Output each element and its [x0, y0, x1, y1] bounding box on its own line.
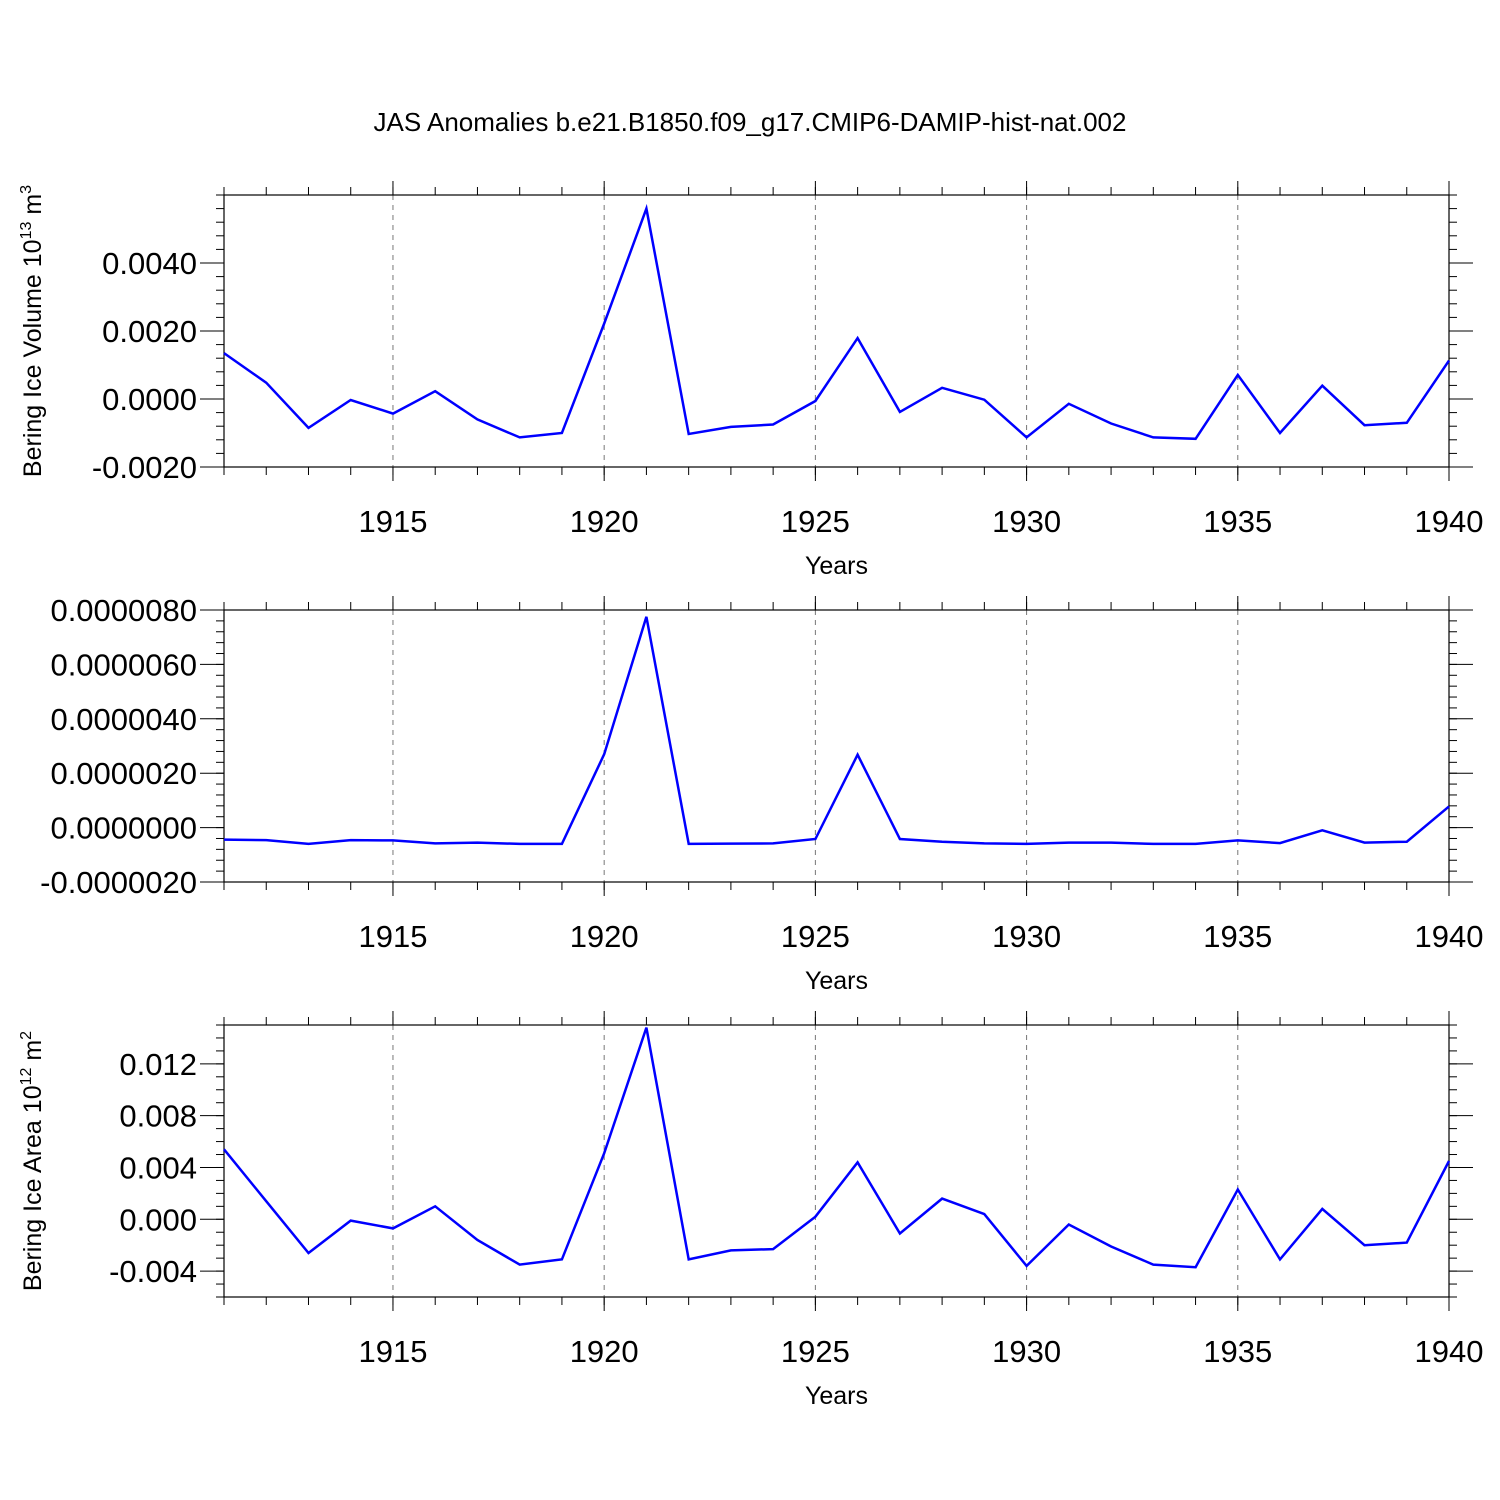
chart-title: JAS Anomalies b.e21.B1850.f09_g17.CMIP6-… [374, 107, 1127, 137]
y-tick-label: 0.004 [119, 1150, 197, 1185]
x-axis-title: Years [805, 552, 868, 580]
y-axis-title: Bering Ice Area 1012 m2 [18, 1031, 47, 1291]
panel-1: 1915 1920 1925 1930 1935 1940 Years -0.0020 0.00… [18, 181, 1483, 580]
x-axis-title: Years [805, 1382, 868, 1410]
x-tick-label: 1940 [1415, 1334, 1484, 1369]
x-tick-label: 1930 [992, 919, 1061, 954]
panel-3: 1915 1920 1925 1930 1935 1940 Years -0.004 0.000… [18, 1011, 1483, 1410]
y-axis-title-unit: m [19, 1040, 47, 1068]
y-tick-label: 0.0000 [102, 382, 197, 417]
x-tick-label: 1935 [1203, 504, 1272, 539]
y-axis-title-unit-exponent: 2 [18, 1031, 35, 1040]
y-axis-title-unit-exponent: 3 [18, 185, 35, 194]
x-tick-label: 1940 [1415, 504, 1484, 539]
y-tick-label: -0.0000020 [40, 865, 197, 900]
y-tick-label: 0.0000040 [50, 702, 197, 737]
y-tick-label: 0.0040 [102, 246, 197, 281]
x-tick-label: 1915 [358, 1334, 427, 1369]
panel-2: 1915 1920 1925 1930 1935 1940 Years -0.0000020 0… [40, 593, 1483, 995]
plot-frame [223, 609, 1450, 883]
y-axis-title-exponent: 12 [18, 1067, 35, 1085]
y-tick-label: 0.000 [119, 1202, 197, 1237]
x-tick-label: 1930 [992, 504, 1061, 539]
x-tick-label: 1930 [992, 1334, 1061, 1369]
x-axis-title: Years [805, 967, 868, 995]
y-tick-label: -0.0020 [92, 450, 197, 485]
x-tick-label: 1920 [570, 504, 639, 539]
y-tick-label: 0.008 [119, 1099, 197, 1134]
y-tick-label: 0.0020 [102, 314, 197, 349]
y-axis-title-exponent: 13 [18, 222, 35, 240]
y-axis-title-main: Bering Ice Area 10 [19, 1085, 47, 1291]
x-tick-label: 1915 [358, 504, 427, 539]
y-axis-title-unit: m [19, 194, 47, 222]
y-tick-label: 0.0000060 [50, 647, 197, 682]
plot-frame [223, 194, 1450, 468]
x-tick-label: 1925 [781, 919, 850, 954]
x-tick-label: 1940 [1415, 919, 1484, 954]
x-tick-label: 1935 [1203, 1334, 1272, 1369]
y-tick-label: 0.0000000 [50, 811, 197, 846]
x-tick-label: 1925 [781, 504, 850, 539]
y-tick-label: 0.0000020 [50, 756, 197, 791]
series-line [223, 616, 1450, 846]
y-tick-label: -0.004 [109, 1254, 197, 1289]
plot-frame [223, 1024, 1450, 1298]
x-tick-label: 1920 [570, 1334, 639, 1369]
y-axis-title-main: Bering Ice Volume 10 [19, 239, 47, 477]
series-line [223, 1027, 1451, 1269]
x-tick-label: 1935 [1203, 919, 1272, 954]
x-tick-label: 1915 [358, 919, 427, 954]
y-axis-title: Bering Ice Volume 1013 m3 [18, 185, 47, 477]
y-tick-label: 0.0000080 [50, 593, 197, 628]
x-tick-label: 1920 [570, 919, 639, 954]
y-tick-label: 0.012 [119, 1047, 197, 1082]
series-line [223, 203, 1451, 441]
x-tick-label: 1925 [781, 1334, 850, 1369]
